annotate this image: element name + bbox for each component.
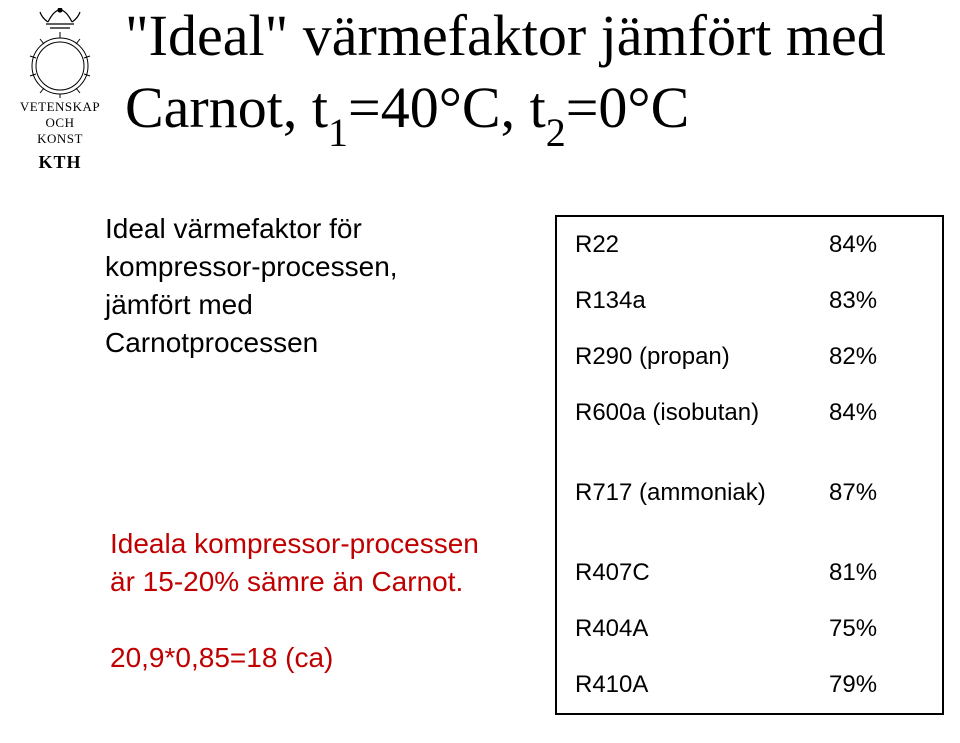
title-mid: =40°C, t xyxy=(348,75,546,140)
refrigerant-pct: 81% xyxy=(811,545,942,601)
page-title: "Ideal" värmefaktor jämfört med Carnot, … xyxy=(125,0,950,163)
logo-text-1: VETENSKAP xyxy=(10,100,110,114)
table-row: R290 (propan)82% xyxy=(557,329,942,385)
logo-text-3: KONST xyxy=(10,132,110,146)
table-row: R2284% xyxy=(557,217,942,273)
title-sub1: 1 xyxy=(328,110,348,155)
table-row: R134a83% xyxy=(557,273,942,329)
table-gap xyxy=(557,521,942,545)
table-row: R407C81% xyxy=(557,545,942,601)
logo-kth: KTH xyxy=(10,152,110,173)
calc-text: 20,9*0,85=18 (ca) xyxy=(110,642,333,674)
refrigerant-pct: 75% xyxy=(811,601,942,657)
kth-logo: VETENSKAP OCH KONST KTH xyxy=(10,8,110,173)
note-text: Ideala kompressor-processen är 15-20% sä… xyxy=(110,525,490,601)
refrigerant-pct: 87% xyxy=(811,465,942,521)
refrigerant-name: R134a xyxy=(557,273,811,329)
table-row: R404A75% xyxy=(557,601,942,657)
refrigerant-pct: 84% xyxy=(811,385,942,441)
title-sub2: 2 xyxy=(546,110,566,155)
refrigerant-name: R22 xyxy=(557,217,811,273)
description-text: Ideal värmefaktor för kompressor-process… xyxy=(105,210,465,362)
table-gap xyxy=(557,441,942,465)
refrigerant-pct: 83% xyxy=(811,273,942,329)
table: R2284%R134a83%R290 (propan)82%R600a (iso… xyxy=(557,217,942,713)
refrigerant-name: R290 (propan) xyxy=(557,329,811,385)
table-row: R410A79% xyxy=(557,657,942,713)
table-row: R717 (ammoniak)87% xyxy=(557,465,942,521)
refrigerant-pct: 84% xyxy=(811,217,942,273)
table-row: R600a (isobutan)84% xyxy=(557,385,942,441)
refrigerant-name: R410A xyxy=(557,657,811,713)
refrigerant-pct: 82% xyxy=(811,329,942,385)
refrigerant-name: R407C xyxy=(557,545,811,601)
title-post: =0°C xyxy=(566,75,690,140)
refrigerant-name: R404A xyxy=(557,601,811,657)
refrigerant-name: R600a (isobutan) xyxy=(557,385,811,441)
slide: VETENSKAP OCH KONST KTH "Ideal" värmefak… xyxy=(0,0,960,743)
refrigerant-name: R717 (ammoniak) xyxy=(557,465,811,521)
refrigerant-pct: 79% xyxy=(811,657,942,713)
emblem-icon xyxy=(24,8,96,98)
logo-text-2: OCH xyxy=(10,116,110,130)
refrigerant-table: R2284%R134a83%R290 (propan)82%R600a (iso… xyxy=(555,215,944,715)
